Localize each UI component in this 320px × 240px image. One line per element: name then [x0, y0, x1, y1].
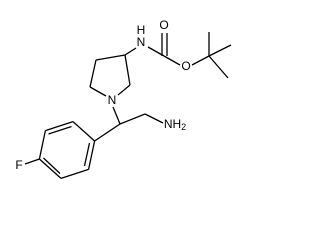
bond: [144, 113, 164, 124]
atom-label: NH2: [164, 117, 186, 132]
atom-subscript: 2: [181, 122, 186, 132]
bond: [208, 55, 229, 79]
bond: [117, 84, 131, 96]
atom-label: O: [181, 59, 190, 73]
bond: [48, 125, 72, 135]
bond: [89, 86, 107, 97]
bond: [24, 158, 40, 165]
bonds: [24, 32, 232, 180]
bond: [89, 59, 97, 88]
bond: [191, 55, 210, 66]
atom-label: N: [108, 93, 117, 107]
bond: [119, 113, 146, 125]
atom-label: O: [159, 18, 168, 32]
molecule: H N O O N NH2 F: [15, 18, 232, 180]
bond: [124, 47, 137, 56]
bond: [43, 157, 61, 174]
bond: [45, 120, 74, 132]
bond: [94, 123, 121, 142]
bond: [147, 46, 165, 57]
atom-label: F: [15, 158, 22, 172]
bond: [95, 54, 126, 61]
atom-label: NH: [164, 117, 181, 131]
bond: [112, 106, 121, 125]
bond: [83, 142, 91, 167]
bond: [163, 55, 181, 66]
bond: [87, 140, 96, 170]
bond: [38, 158, 62, 179]
bond: [208, 44, 232, 57]
atom-label: N: [137, 35, 146, 49]
bond: [38, 130, 47, 160]
bond: [124, 54, 131, 86]
bond: [72, 121, 96, 142]
atom-label: H: [137, 23, 146, 37]
bond: [60, 168, 89, 180]
